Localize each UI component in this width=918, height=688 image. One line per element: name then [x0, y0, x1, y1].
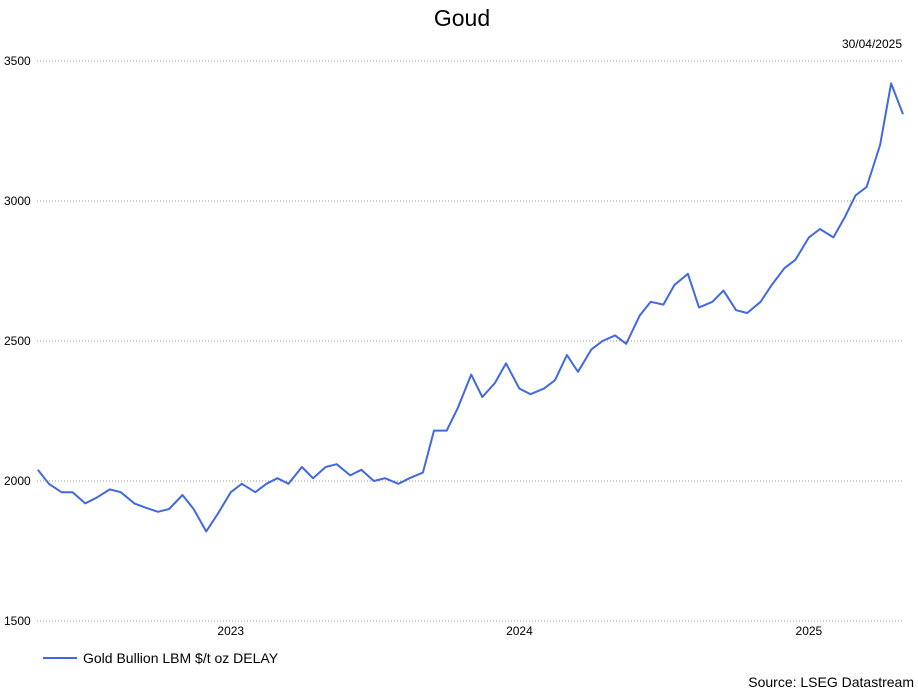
- date-label: 30/04/2025: [842, 37, 902, 51]
- x-axis-ticks: 2023 2024 2025: [217, 624, 822, 638]
- y-tick-label: 1500: [4, 614, 31, 628]
- source-label: Source: LSEG Datastream: [748, 674, 914, 688]
- series-line-gold: [37, 82, 904, 533]
- y-tick-label: 3500: [4, 54, 31, 68]
- x-tick-label: 2024: [506, 624, 533, 638]
- chart-title: Goud: [434, 5, 490, 31]
- y-tick-label: 3000: [4, 194, 31, 208]
- x-tick-label: 2023: [217, 624, 244, 638]
- y-tick-label: 2500: [4, 334, 31, 348]
- y-axis-ticks: 1500 2000 2500 3000 3500: [4, 54, 31, 628]
- gridlines: [37, 60, 903, 622]
- y-tick-label: 2000: [4, 474, 31, 488]
- x-tick-label: 2025: [796, 624, 823, 638]
- legend: Gold Bullion LBM $/t oz DELAY: [43, 650, 279, 666]
- legend-label: Gold Bullion LBM $/t oz DELAY: [83, 650, 279, 666]
